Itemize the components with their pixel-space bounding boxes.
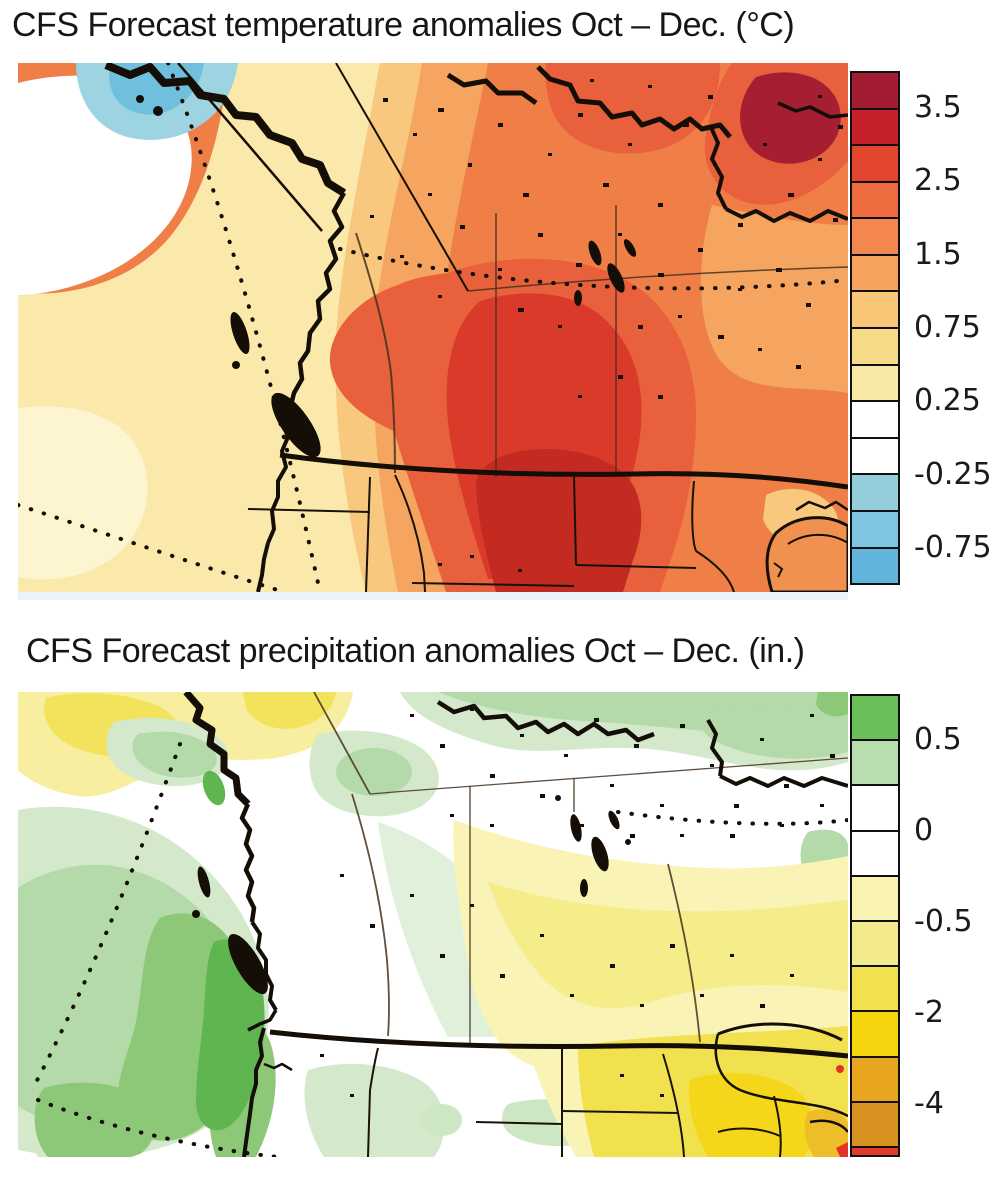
colorbar-segment [852, 548, 898, 584]
colorbar-segment [852, 741, 898, 787]
colorbar-segment [852, 438, 898, 476]
graticule-lines [30, 742, 848, 1157]
state-borders [367, 1046, 782, 1157]
colorbar-segment [852, 402, 898, 439]
precip-anomaly-fields [18, 692, 848, 1157]
colorbar-segment [852, 182, 898, 220]
islands [192, 866, 268, 995]
temperature-title: CFS Forecast temperature anomalies Oct –… [12, 6, 795, 44]
temperature-colorbar: 3.5 2.5 1.5 0.75 0.25 -0.25 -0.75 [850, 71, 992, 585]
colorbar-tick-label: 0.25 [914, 383, 981, 419]
colorbar-tick-label: -4 [914, 1085, 944, 1121]
us-canada-border [279, 452, 848, 490]
graticule-lines [18, 63, 848, 592]
temperature-colorbar-bar [850, 71, 900, 585]
colorbar-tick-label: -2 [914, 994, 944, 1030]
colorbar-segment [852, 255, 898, 293]
precipitation-title: CFS Forecast precipitation anomalies Oct… [26, 632, 805, 670]
precipitation-colorbar: 0.5 0 -0.5 -2 -4 [850, 694, 973, 1157]
colorbar-tick-label: -0.5 [914, 903, 973, 939]
colorbar-tick-label: 2.5 [914, 162, 962, 198]
map-bottom-strip [18, 592, 848, 600]
colorbar-segment [852, 1102, 898, 1149]
temperature-map-svg [18, 63, 848, 592]
province-borders [313, 692, 848, 1044]
lakes [370, 79, 848, 592]
lakes [320, 708, 835, 1097]
lake-superior [765, 516, 848, 592]
colorbar-segment [852, 696, 898, 742]
colorbar-tick-label: 3.5 [914, 89, 962, 125]
colorbar-tick-label: -0.25 [914, 456, 992, 492]
colorbar-segment [852, 1148, 898, 1155]
precipitation-map-svg [18, 692, 848, 1157]
colorbar-tick-label: 0.5 [914, 721, 962, 757]
temperature-map [18, 63, 848, 592]
temp-anomaly-fields [18, 63, 848, 592]
colorbar-tick-label: -0.75 [914, 530, 992, 566]
colorbar-segment [852, 831, 898, 877]
precipitation-colorbar-bar [850, 694, 900, 1157]
state-borders [247, 474, 784, 592]
colorbar-segment [852, 967, 898, 1013]
colorbar-segment [852, 475, 898, 512]
colorbar-segment [852, 292, 898, 330]
colorbar-segment [852, 1012, 898, 1058]
colorbar-segment [852, 73, 898, 110]
islands [136, 95, 321, 458]
colorbar-segment [852, 109, 898, 147]
colorbar-tick-label: 0 [914, 812, 934, 848]
colorbar-segment [852, 365, 898, 403]
precipitation-map [18, 692, 848, 1157]
colorbar-segment [852, 219, 898, 256]
colorbar-tick-label: 1.5 [914, 236, 962, 272]
colorbar-segment [852, 1057, 898, 1103]
coastline [183, 692, 848, 1157]
us-canada-border [269, 1029, 848, 1059]
colorbar-segment [852, 922, 898, 968]
province-borders [355, 205, 848, 477]
colorbar-segment [852, 786, 898, 832]
colorbar-segment [852, 511, 898, 549]
colorbar-segment [852, 329, 898, 366]
colorbar-segment [852, 146, 898, 183]
coastline [104, 63, 848, 592]
colorbar-tick-label: 0.75 [914, 309, 981, 345]
colorbar-segment [852, 876, 898, 923]
